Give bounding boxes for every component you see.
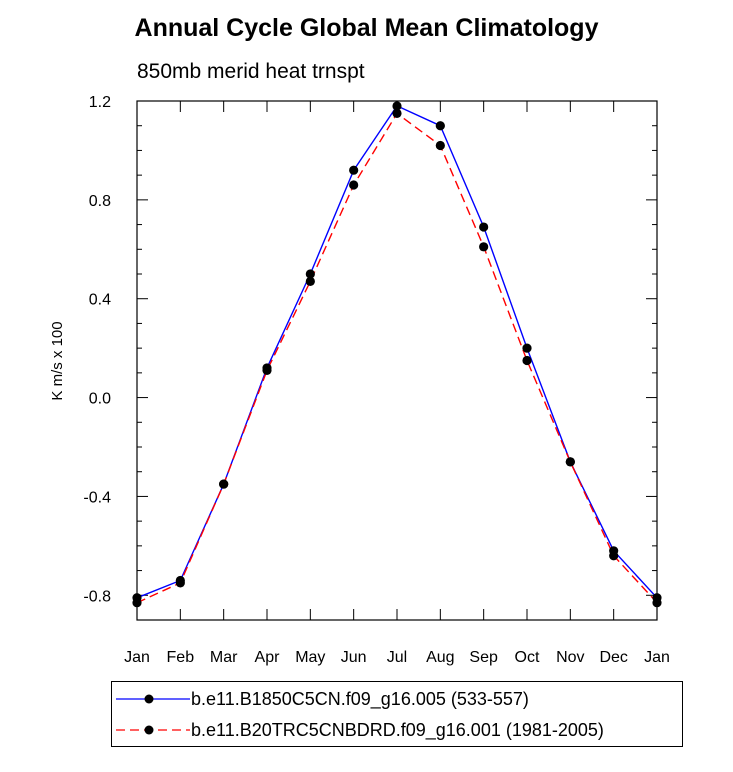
x-tick-label: Oct (515, 649, 540, 666)
series-2-point (565, 457, 575, 467)
legend-label-series-1: b.e11.B1850C5CN.f09_g16.005 (533-557) (191, 689, 529, 709)
x-tick-label: Sep (469, 649, 498, 666)
series-1-point (522, 343, 532, 353)
plot-frame (136, 100, 658, 621)
series-1-point (305, 269, 315, 279)
x-tick-label: Jun (341, 649, 367, 666)
legend-item-series-2: b.e11.B20TRC5CNBDRD.f09_g16.001 (1981-20… (112, 716, 682, 746)
series-markers (132, 101, 662, 608)
series-1-point (392, 101, 402, 111)
series-2-point (522, 355, 532, 366)
legend-swatch-series-2 (116, 725, 190, 735)
x-tick-label: Feb (167, 649, 195, 666)
y-axis-label: K m/s x 100 (49, 321, 66, 400)
series-line-2 (136, 112, 658, 604)
series-1-point (349, 165, 359, 175)
x-tick-label: Jan (124, 649, 150, 666)
series-line-1 (136, 105, 658, 599)
tick-labels: Jan Feb Mar Apr May Jun Jul Aug Sep Oct Nov Dec Jan -… (83, 94, 669, 666)
x-tick-label: Aug (426, 649, 454, 666)
x-tick-label: Jan (644, 649, 670, 666)
x-tick-label: Dec (599, 649, 627, 666)
series-2-point (175, 578, 185, 588)
series-2-point (219, 479, 229, 489)
axis-ticks (136, 100, 658, 621)
x-tick-label: Nov (556, 649, 584, 666)
series-2-point (609, 551, 619, 561)
chart-subtitle: 850mb merid heat trnspt (137, 60, 365, 83)
x-tick-label: Jul (387, 649, 407, 666)
series-2-point (435, 140, 445, 151)
y-tick-label: -0.8 (83, 588, 111, 605)
legend-label-series-2: b.e11.B20TRC5CNBDRD.f09_g16.001 (1981-20… (191, 720, 604, 740)
series-2-point (479, 242, 489, 252)
x-tick-label: Mar (210, 649, 238, 666)
series-lines (136, 105, 658, 604)
y-tick-label: -0.4 (83, 489, 111, 506)
y-tick-label: 1.2 (89, 94, 111, 111)
chart-title: Annual Cycle Global Mean Climatology (134, 14, 599, 42)
legend: b.e11.B1850C5CN.f09_g16.005 (533-557) b.… (111, 681, 683, 747)
x-tick-label: Apr (255, 649, 281, 666)
y-tick-label: 0.8 (89, 193, 111, 210)
legend-item-series-1: b.e11.B1850C5CN.f09_g16.005 (533-557) (112, 685, 682, 715)
series-2-point (262, 365, 272, 375)
y-tick-label: 0.4 (89, 292, 111, 309)
legend-swatch-series-1 (116, 694, 190, 704)
series-2-point (305, 276, 315, 287)
series-1-point (479, 222, 489, 232)
series-2-point (349, 180, 359, 190)
y-tick-label: 0.0 (89, 391, 111, 408)
x-tick-label: May (295, 649, 325, 666)
series-1-point (435, 121, 445, 131)
line-chart: Jan Feb Mar Apr May Jun Jul Aug Sep Oct Nov Dec Jan -… (49, 94, 670, 666)
series-2-point (392, 108, 402, 118)
